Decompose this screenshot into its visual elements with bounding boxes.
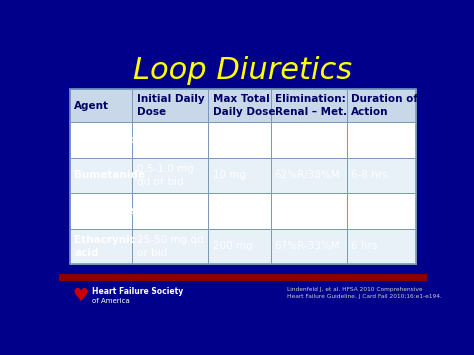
Text: 0.5-1.0 mg
qd or bid: 0.5-1.0 mg qd or bid: [137, 164, 193, 187]
Text: Max Total
Daily Dose: Max Total Daily Dose: [212, 94, 275, 117]
Text: 65%R-35%M: 65%R-35%M: [275, 135, 340, 145]
FancyBboxPatch shape: [271, 89, 346, 122]
Text: Elimination:
Renal – Met.: Elimination: Renal – Met.: [275, 94, 347, 117]
FancyBboxPatch shape: [346, 193, 416, 229]
Text: Loop Diuretics: Loop Diuretics: [133, 56, 353, 85]
Text: Lindenfeld J, et al. HFSA 2010 Comprehensive
Heart Failure Guideline. J Card Fai: Lindenfeld J, et al. HFSA 2010 Comprehen…: [287, 287, 442, 299]
FancyBboxPatch shape: [70, 158, 132, 193]
FancyBboxPatch shape: [132, 193, 209, 229]
Text: Furosemide: Furosemide: [74, 135, 143, 145]
FancyBboxPatch shape: [271, 229, 346, 264]
FancyBboxPatch shape: [271, 122, 346, 158]
FancyBboxPatch shape: [70, 122, 132, 158]
Text: 20-40mg qd
or bid: 20-40mg qd or bid: [137, 129, 200, 151]
FancyBboxPatch shape: [346, 158, 416, 193]
Text: Initial Daily
Dose: Initial Daily Dose: [137, 94, 204, 117]
FancyBboxPatch shape: [271, 158, 346, 193]
Text: 200 mg: 200 mg: [212, 241, 252, 251]
FancyBboxPatch shape: [132, 229, 209, 264]
FancyBboxPatch shape: [209, 122, 271, 158]
Text: ♥: ♥: [72, 287, 88, 305]
Text: Torsemide: Torsemide: [74, 206, 135, 216]
Text: 12-16 hrs: 12-16 hrs: [351, 206, 401, 216]
FancyBboxPatch shape: [346, 122, 416, 158]
FancyBboxPatch shape: [70, 193, 132, 229]
FancyBboxPatch shape: [132, 158, 209, 193]
Text: Bumetanide: Bumetanide: [74, 170, 146, 180]
Text: 25-50 mg qd
or bid: 25-50 mg qd or bid: [137, 235, 203, 257]
FancyBboxPatch shape: [209, 229, 271, 264]
FancyBboxPatch shape: [70, 89, 132, 122]
Text: Agent: Agent: [74, 101, 109, 111]
Text: 62%R/38%M: 62%R/38%M: [275, 170, 340, 180]
Text: 600 mg: 600 mg: [212, 135, 252, 145]
Text: 10-20 mg qd: 10-20 mg qd: [137, 206, 203, 216]
Text: 4-6 hrs: 4-6 hrs: [351, 135, 387, 145]
Text: Duration of
Action: Duration of Action: [351, 94, 418, 117]
FancyBboxPatch shape: [346, 89, 416, 122]
Text: 200 mg: 200 mg: [212, 206, 252, 216]
FancyBboxPatch shape: [346, 229, 416, 264]
Text: 6 hrs: 6 hrs: [351, 241, 377, 251]
Text: 10 mg: 10 mg: [212, 170, 246, 180]
FancyBboxPatch shape: [59, 274, 427, 281]
Text: 20%R-80%M: 20%R-80%M: [275, 206, 340, 216]
Text: 6-8 hrs: 6-8 hrs: [351, 170, 387, 180]
FancyBboxPatch shape: [209, 193, 271, 229]
Text: 67%R-33%M: 67%R-33%M: [275, 241, 340, 251]
FancyBboxPatch shape: [132, 89, 209, 122]
FancyBboxPatch shape: [132, 122, 209, 158]
FancyBboxPatch shape: [70, 229, 132, 264]
FancyBboxPatch shape: [209, 158, 271, 193]
Text: Heart Failure Society: Heart Failure Society: [92, 287, 183, 296]
FancyBboxPatch shape: [209, 89, 271, 122]
FancyBboxPatch shape: [271, 193, 346, 229]
Text: Ethacrynic
acid: Ethacrynic acid: [74, 235, 137, 257]
Text: of America: of America: [92, 298, 130, 304]
